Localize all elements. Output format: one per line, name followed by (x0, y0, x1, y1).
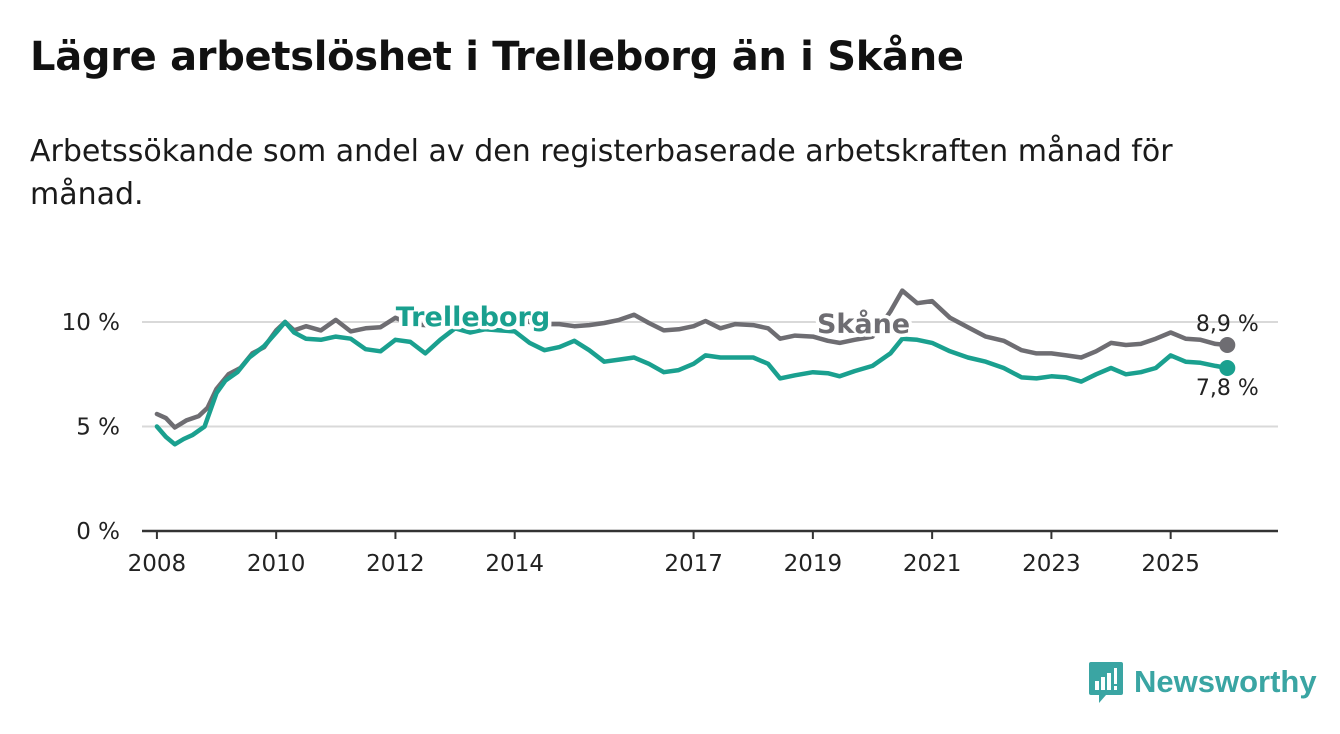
x-tick-label: 2025 (1141, 551, 1200, 577)
end-value-label: 7,8 % (1196, 376, 1259, 401)
x-tick-label: 2012 (366, 551, 425, 577)
x-tick-label: 2019 (784, 551, 843, 577)
line-chart: 0 % 5 % 10 % 2008 2010 2012 2014 2017 2019 2021 20… (62, 288, 1278, 577)
x-tick-label: 2017 (664, 551, 723, 577)
brand-name: Newsworthy (1134, 664, 1317, 699)
chart-title: Lägre arbetslöshet i Trelleborg än i Skå… (30, 34, 964, 80)
series-line-skåne (154, 288, 1230, 430)
y-tick-label: 5 % (76, 415, 120, 441)
series-line-trelleborg (154, 319, 1230, 447)
brand-logo: Newsworthy (1088, 660, 1317, 704)
x-tick-label: 2023 (1022, 551, 1081, 577)
x-tick-label: 2021 (903, 551, 962, 577)
x-tick-label: 2014 (485, 551, 544, 577)
series-label-trelleborg: Trelleborg (396, 302, 550, 333)
end-value-label: 8,9 % (1196, 312, 1259, 337)
y-tick-label: 0 % (76, 519, 120, 545)
end-marker-trelleborg (1219, 359, 1236, 376)
x-tick-label: 2008 (128, 551, 187, 577)
end-marker-skåne (1219, 336, 1236, 353)
bar-chart-logo-icon (1089, 662, 1123, 703)
chart-subtitle: Arbetssökande som andel av den registerb… (30, 134, 1173, 212)
series-label-skåne: Skåne (817, 308, 910, 340)
x-tick-label: 2010 (247, 551, 306, 577)
y-tick-label: 10 % (62, 310, 120, 336)
